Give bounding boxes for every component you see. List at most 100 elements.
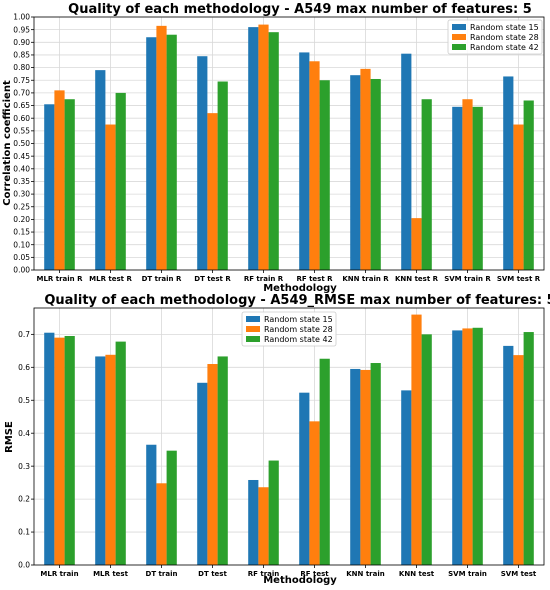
chart1-ytick-label: 0.80 bbox=[13, 63, 30, 72]
chart2-bar bbox=[503, 345, 514, 565]
chart1-bar bbox=[411, 218, 422, 270]
chart1-bar bbox=[217, 81, 228, 270]
chart1-bar bbox=[401, 53, 412, 271]
chart1-xlabel: Methodology bbox=[263, 283, 337, 294]
chart1-legend-swatch bbox=[452, 34, 466, 40]
chart2-bar bbox=[472, 327, 483, 565]
chart1-bar bbox=[105, 124, 116, 271]
chart1-legend-swatch bbox=[452, 44, 466, 50]
chart1-bar bbox=[472, 106, 483, 270]
chart2-bar bbox=[156, 483, 167, 565]
chart2-bar bbox=[350, 368, 361, 565]
chart2-ytick-label: 0.6 bbox=[18, 363, 30, 372]
chart1-ytick-label: 0.25 bbox=[13, 202, 30, 211]
chart1-ylabel: Correlation coefficient bbox=[2, 80, 13, 206]
chart2-xtick-label: SVM test bbox=[501, 570, 537, 578]
chart1-bar bbox=[258, 24, 269, 271]
chart1-ytick-label: 0.65 bbox=[13, 101, 30, 110]
chart1-plot-frame bbox=[33, 16, 545, 271]
chart1-legend-box bbox=[447, 19, 543, 55]
chart2-xtick-label: DT train bbox=[146, 570, 178, 578]
chart1-ytick-label: 0.30 bbox=[13, 190, 30, 199]
chart2-ytick-label: 0.3 bbox=[18, 462, 30, 471]
chart1-bar bbox=[421, 99, 432, 270]
chart1-xtick-label: SVM train R bbox=[444, 275, 491, 283]
chart2-ytick-label: 0.5 bbox=[18, 396, 30, 405]
chart2-bar bbox=[309, 421, 320, 565]
chart2-ytick-label: 0.2 bbox=[18, 495, 30, 504]
chart2-legend-label: Random state 42 bbox=[264, 335, 333, 344]
chart1-bar bbox=[268, 32, 279, 271]
chart1-ytick-label: 0.45 bbox=[13, 152, 30, 161]
chart1-ytick-label: 0.40 bbox=[13, 164, 30, 173]
chart1-ytick-label: 0.35 bbox=[13, 177, 30, 186]
chart1-xtick-label: SVM test R bbox=[497, 275, 541, 283]
chart1-ytick-label: 0.70 bbox=[13, 89, 30, 98]
chart1-bar bbox=[370, 78, 381, 270]
chart1-xtick-label: DT train R bbox=[142, 275, 182, 283]
chart2-bar bbox=[299, 392, 310, 565]
chart2-bar bbox=[462, 328, 473, 565]
chart1-legend-label: Random state 28 bbox=[470, 33, 539, 42]
chart1-xtick-label: RF test R bbox=[296, 275, 333, 283]
chart2-plot-frame bbox=[33, 307, 545, 566]
chart2-xtick-label: DT test bbox=[198, 570, 227, 578]
chart1-title: Quality of each methodology - A549 max n… bbox=[68, 2, 532, 17]
chart2-bar bbox=[421, 334, 432, 565]
chart2-bar bbox=[207, 364, 218, 565]
chart2-title: Quality of each methodology - A549_RMSE … bbox=[44, 293, 550, 308]
chart1-ytick-label: 0.00 bbox=[13, 266, 30, 275]
chart2-xtick-label: MLR train bbox=[40, 570, 78, 578]
chart1-xtick-label: RF train R bbox=[244, 275, 284, 283]
chart1-legend-swatch bbox=[452, 24, 466, 30]
chart1-bar bbox=[503, 76, 514, 270]
chart2-bar bbox=[105, 354, 116, 565]
chart1-legend-label: Random state 42 bbox=[470, 43, 539, 52]
chart1-xtick-label: KNN train R bbox=[342, 275, 389, 283]
chart2-bar bbox=[523, 332, 534, 565]
chart1-bar bbox=[299, 52, 310, 270]
chart2-bar bbox=[95, 356, 106, 565]
chart1-ytick-label: 0.10 bbox=[13, 240, 30, 249]
chart2-legend-swatch bbox=[246, 336, 260, 342]
chart2-bar bbox=[197, 382, 208, 565]
chart2-bar bbox=[268, 460, 279, 565]
chart2-xtick-label: MLR test bbox=[93, 570, 129, 578]
chart2-bar bbox=[411, 314, 422, 565]
chart1-ytick-label: 0.95 bbox=[13, 25, 30, 34]
chart1-legend-label: Random state 15 bbox=[470, 23, 539, 32]
chart1-bar bbox=[248, 27, 259, 271]
chart2-legend-swatch bbox=[246, 316, 260, 322]
chart1-ytick-label: 0.20 bbox=[13, 215, 30, 224]
chart1-ytick-label: 0.50 bbox=[13, 139, 30, 148]
chart1-bar bbox=[146, 37, 157, 270]
chart1-bar bbox=[64, 99, 75, 270]
chart2-legend-label: Random state 28 bbox=[264, 325, 333, 334]
chart2-bar bbox=[248, 479, 259, 565]
chart1-bar bbox=[156, 25, 167, 271]
chart2-bar bbox=[64, 336, 75, 565]
chart2-bar bbox=[166, 450, 177, 565]
chart2-bar bbox=[319, 358, 330, 565]
chart1-ytick-label: 0.75 bbox=[13, 76, 30, 85]
chart1-xtick-label: DT test R bbox=[194, 275, 231, 283]
chart1-bar bbox=[452, 106, 463, 270]
chart2-bar bbox=[513, 355, 524, 565]
chart1-bar bbox=[44, 104, 55, 270]
chart1-ytick-label: 0.85 bbox=[13, 51, 30, 60]
chart2-ytick-label: 0.0 bbox=[18, 561, 30, 570]
chart2-bar bbox=[452, 330, 463, 565]
chart1-bar bbox=[197, 56, 208, 271]
chart2-bar bbox=[146, 444, 157, 565]
chart1-bar bbox=[360, 68, 371, 271]
chart1-bar bbox=[207, 113, 218, 270]
chart2-bar bbox=[115, 341, 126, 565]
chart2-legend-swatch bbox=[246, 326, 260, 332]
chart2-bar bbox=[217, 356, 228, 565]
chart2-ylabel: RMSE bbox=[4, 421, 15, 453]
chart2-legend-label: Random state 15 bbox=[264, 315, 333, 324]
chart1-bar bbox=[462, 99, 473, 270]
chart2-bar bbox=[360, 369, 371, 565]
